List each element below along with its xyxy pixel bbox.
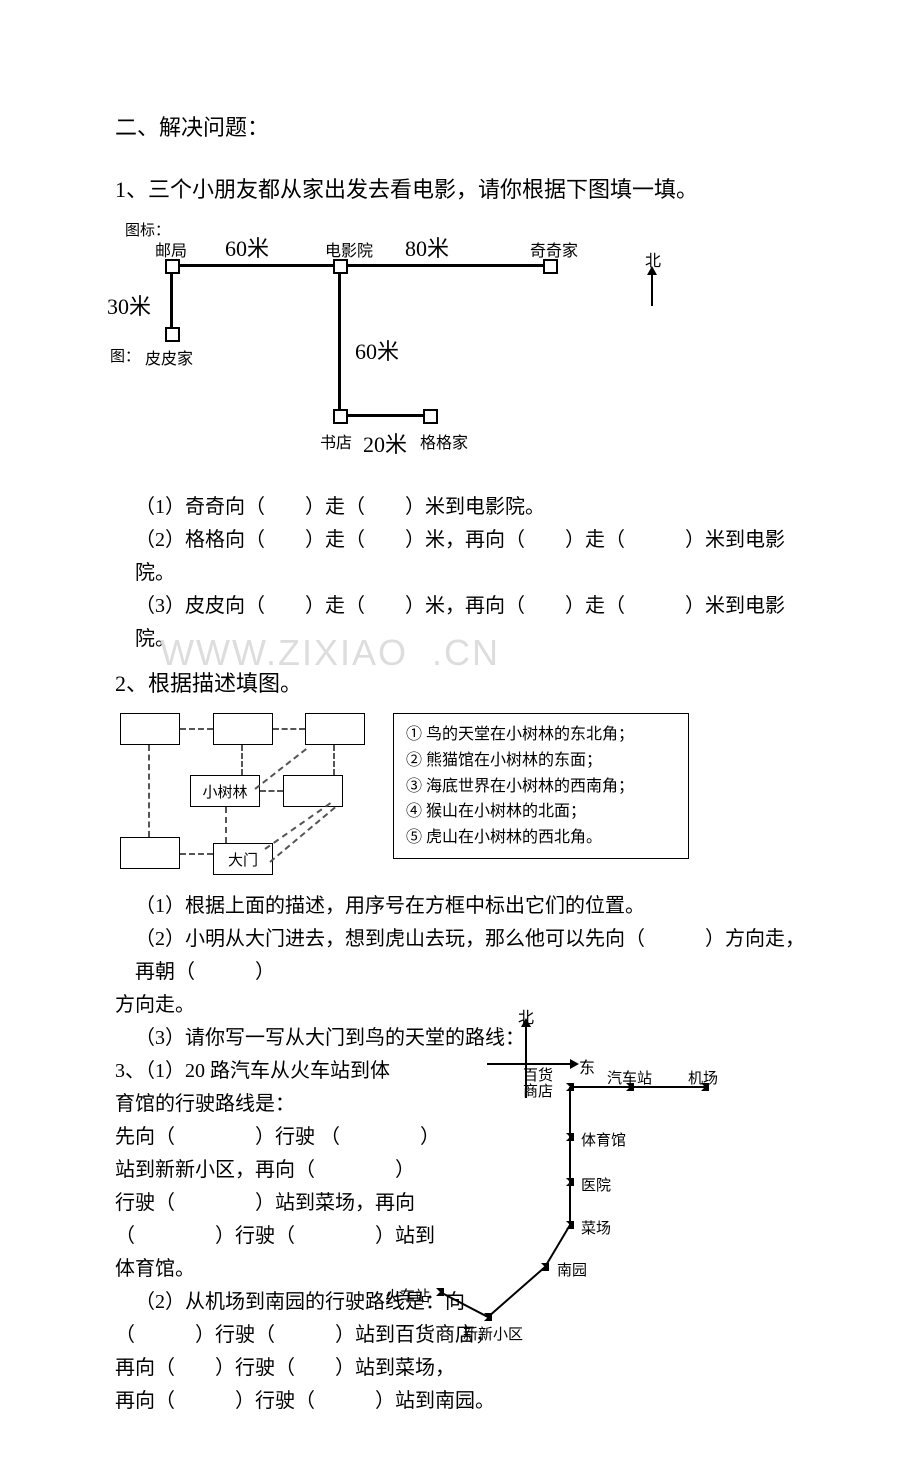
q2-desc-3: ③ 海底世界在小树林的西南角； [406,774,676,800]
q2-grid: 小树林 大门 [115,713,375,888]
line-bottom [346,414,423,417]
r-nanyuan: 南园 [557,1259,587,1280]
label-bookstore: 书店 [320,429,352,453]
q2-box-e [283,775,343,807]
node-pipi [165,327,180,342]
q2-box-sw [120,837,180,869]
r-caichang: 菜场 [581,1217,611,1238]
dash-b1 [180,853,213,855]
label-tu: 图： [110,345,140,366]
q2-box-n [213,713,273,745]
q3-l11: 再向（ ）行驶（ ）站到南园。 [115,1385,805,1418]
node-gege [423,409,438,424]
label-20: 20米 [363,427,407,459]
label-cinema: 电影院 [325,237,373,261]
q1-diagram: 图标： 邮局 60米 电影院 80米 奇奇家 30米 图： 皮皮家 60米 书店… [115,219,805,479]
q2-desc-2: ② 熊猫馆在小树林的东面； [406,748,676,774]
q2-diagram: 小树林 大门 ① 鸟的天堂在小树林的东北角； ② 熊猫馆在小树林的东面； ③ 海… [115,713,805,888]
q2-desc-1: ① 鸟的天堂在小树林的东北角； [406,722,676,748]
r-tiyu: 体育馆 [581,1129,626,1150]
q2-stem: 2、根据描述填图。 [115,666,805,701]
q2-s2a: （2）小明从大门进去，想到虎山去玩，那么他可以先向（ ）方向走，再朝（ ） [115,923,805,989]
r-xinxin: 新新小区 [463,1323,523,1344]
dash-vg [225,807,227,843]
label-postoffice: 邮局 [155,237,187,261]
label-80: 80米 [405,231,449,263]
dash-t2 [273,728,305,730]
label-qiqi: 奇奇家 [530,237,578,261]
q1-stem: 1、三个小朋友都从家出发去看电影，请你根据下图填一填。 [115,172,805,207]
compass-north: 北 [518,1004,534,1028]
dash-m1 [260,790,283,792]
dash-v2 [241,745,243,775]
route-svg [415,1067,735,1347]
route-map: 百货商店 汽车站 机场 体育馆 医院 菜场 南园 火车站 新新小区 [415,1067,735,1347]
label-60b: 60米 [355,334,399,366]
q2-box-nw [120,713,180,745]
label-gege: 格格家 [420,429,468,453]
line-left-v [170,272,173,327]
line-mid-v [338,272,341,409]
q2-box-center: 小树林 [190,775,260,807]
r-qiche: 汽车站 [607,1067,652,1088]
dash-t1 [180,728,213,730]
q1-s2: （2）格格向（ ）走（ ）米，再向（ ）走（ ）米到电影院。 [115,524,805,590]
q2-desc-5: ⑤ 虎山在小树林的西北角。 [406,825,676,851]
q2-s1: （1）根据上面的描述，用序号在方框中标出它们的位置。 [115,890,805,923]
section-title: 二、解决问题： [115,110,805,142]
dash-diag3 [269,807,335,863]
q2-s2b: 方向走。 [115,989,805,1022]
dash-v1 [148,745,150,837]
r-yiyuan: 医院 [581,1174,611,1195]
label-60a: 60米 [225,231,269,263]
node-qiqi [543,259,558,274]
q3-l10: 再向（ ）行驶（ ）站到菜场， [115,1352,805,1385]
compass-w-line [487,1063,525,1065]
r-jichang: 机场 [688,1067,718,1088]
compass-n-line [525,1026,527,1064]
q1-s3: （3）皮皮向（ ）走（ ）米，再向（ ）走（ ）米到电影院。 [115,590,805,656]
q2-box-ne [305,713,365,745]
north-arrow [651,274,653,306]
line-top-1 [178,264,333,267]
dash-diag2 [264,803,331,851]
compass-e-line [527,1063,571,1065]
label-pipi: 皮皮家 [145,345,193,369]
r-baihuo: 百货商店 [523,1069,553,1101]
label-30: 30米 [107,289,151,321]
r-huoche: 火车站 [385,1285,430,1306]
q2-s3: （3）请你写一写从大门到鸟的天堂的路线： [115,1022,805,1055]
q2-desc-4: ④ 猴山在小树林的北面； [406,799,676,825]
q1-s1: （1）奇奇向（ ）走（ ）米到电影院。 [115,491,805,524]
dash-v3 [333,745,335,775]
q2-desc-box: ① 鸟的天堂在小树林的东北角； ② 熊猫馆在小树林的东面； ③ 海底世界在小树林… [393,713,689,859]
line-top-2 [346,264,543,267]
